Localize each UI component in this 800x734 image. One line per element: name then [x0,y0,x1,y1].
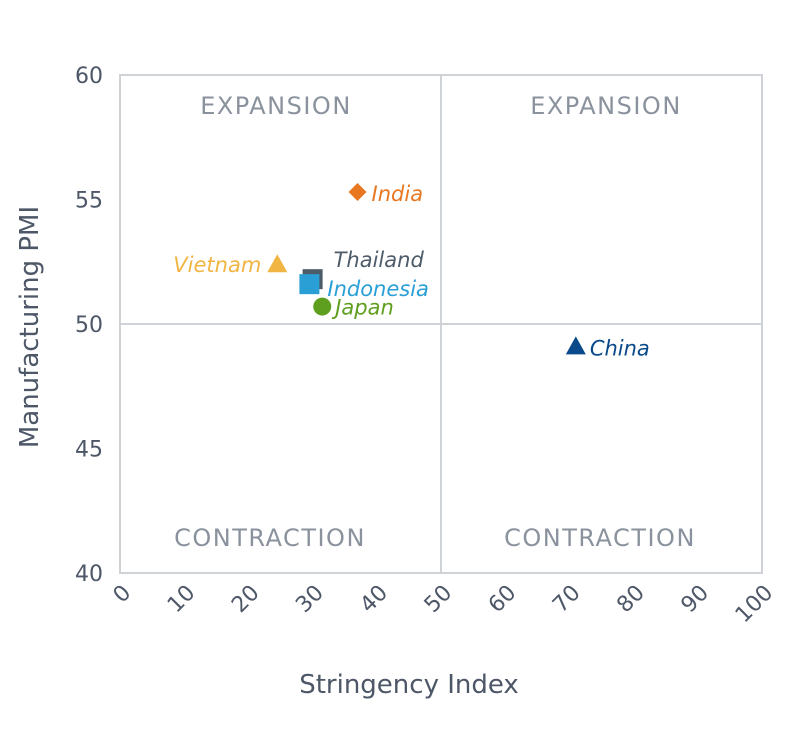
data-label-japan: Japan [331,296,394,320]
quadrant-label-top-right: EXPANSION [530,92,682,120]
quadrant-label-top-left: EXPANSION [200,92,352,120]
data-label-thailand: Thailand [334,248,425,272]
data-point-japan [313,297,332,316]
data-label-vietnam: Vietnam [173,253,261,277]
y-tick-label: 45 [75,438,103,463]
x-tick-label: 60 [484,581,521,618]
data-point-indonesia [299,274,320,295]
x-tick-label: 0 [109,581,137,609]
y-tick-label: 40 [75,562,103,587]
y-tick-label: 55 [75,189,103,214]
x-tick-label: 70 [548,581,585,618]
x-tick-label: 40 [356,581,393,618]
data-label-china: China [590,336,650,360]
x-tick-label: 10 [163,581,200,618]
quadrant-label-bottom-left: CONTRACTION [174,524,366,552]
x-tick-label: 90 [677,581,714,618]
data-point-vietnam [267,254,288,273]
x-tick-label: 50 [420,581,457,618]
x-tick-label: 30 [291,581,328,618]
data-label-indonesia: Indonesia [327,277,429,301]
data-point-china [565,336,586,355]
x-tick-label: 100 [731,581,778,628]
quadrant-label-bottom-right: CONTRACTION [504,524,696,552]
y-axis-title: Manufacturing PMI [15,206,45,448]
x-tick-label: 80 [612,581,649,618]
y-tick-label: 50 [75,313,103,338]
x-axis-title: Stringency Index [299,670,519,700]
data-label-india: India [372,182,424,206]
data-point-india [348,183,367,202]
y-tick-label: 60 [75,64,103,89]
x-tick-label: 20 [227,581,264,618]
